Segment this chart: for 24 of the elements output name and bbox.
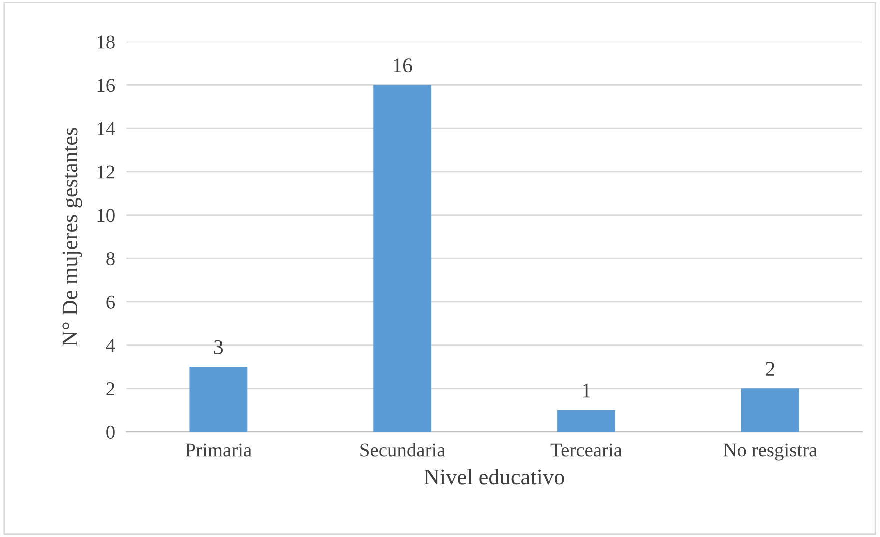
y-tick-label: 0	[106, 426, 115, 439]
data-label: 1	[583, 384, 590, 398]
y-tick-label: 4	[106, 339, 116, 352]
data-label: 16	[394, 58, 412, 73]
y-tick-label: 12	[98, 166, 115, 179]
x-tick-label: Primaria	[186, 444, 252, 457]
y-axis-title: N° De mujeres gestantes	[62, 128, 82, 346]
x-tick-label: No resgistra	[724, 444, 818, 461]
y-tick-label: 16	[98, 79, 116, 92]
data-label: 2	[766, 362, 774, 376]
x-tick-label: Tercearia	[550, 444, 622, 457]
bar	[190, 366, 248, 432]
bar	[558, 410, 616, 432]
bar	[741, 388, 800, 432]
y-tick-label: 8	[106, 252, 115, 266]
y-tick-label: 2	[106, 382, 115, 396]
y-tick-label: 10	[98, 209, 115, 222]
y-tick-label: 18	[98, 36, 115, 49]
y-tick-label: 14	[98, 122, 116, 136]
x-axis-title: Nivel educativo	[424, 469, 564, 485]
x-tick-label: Secundaria	[360, 443, 446, 457]
bar	[374, 85, 432, 432]
y-tick-label: 6	[106, 296, 116, 309]
data-label: 3	[214, 340, 224, 354]
